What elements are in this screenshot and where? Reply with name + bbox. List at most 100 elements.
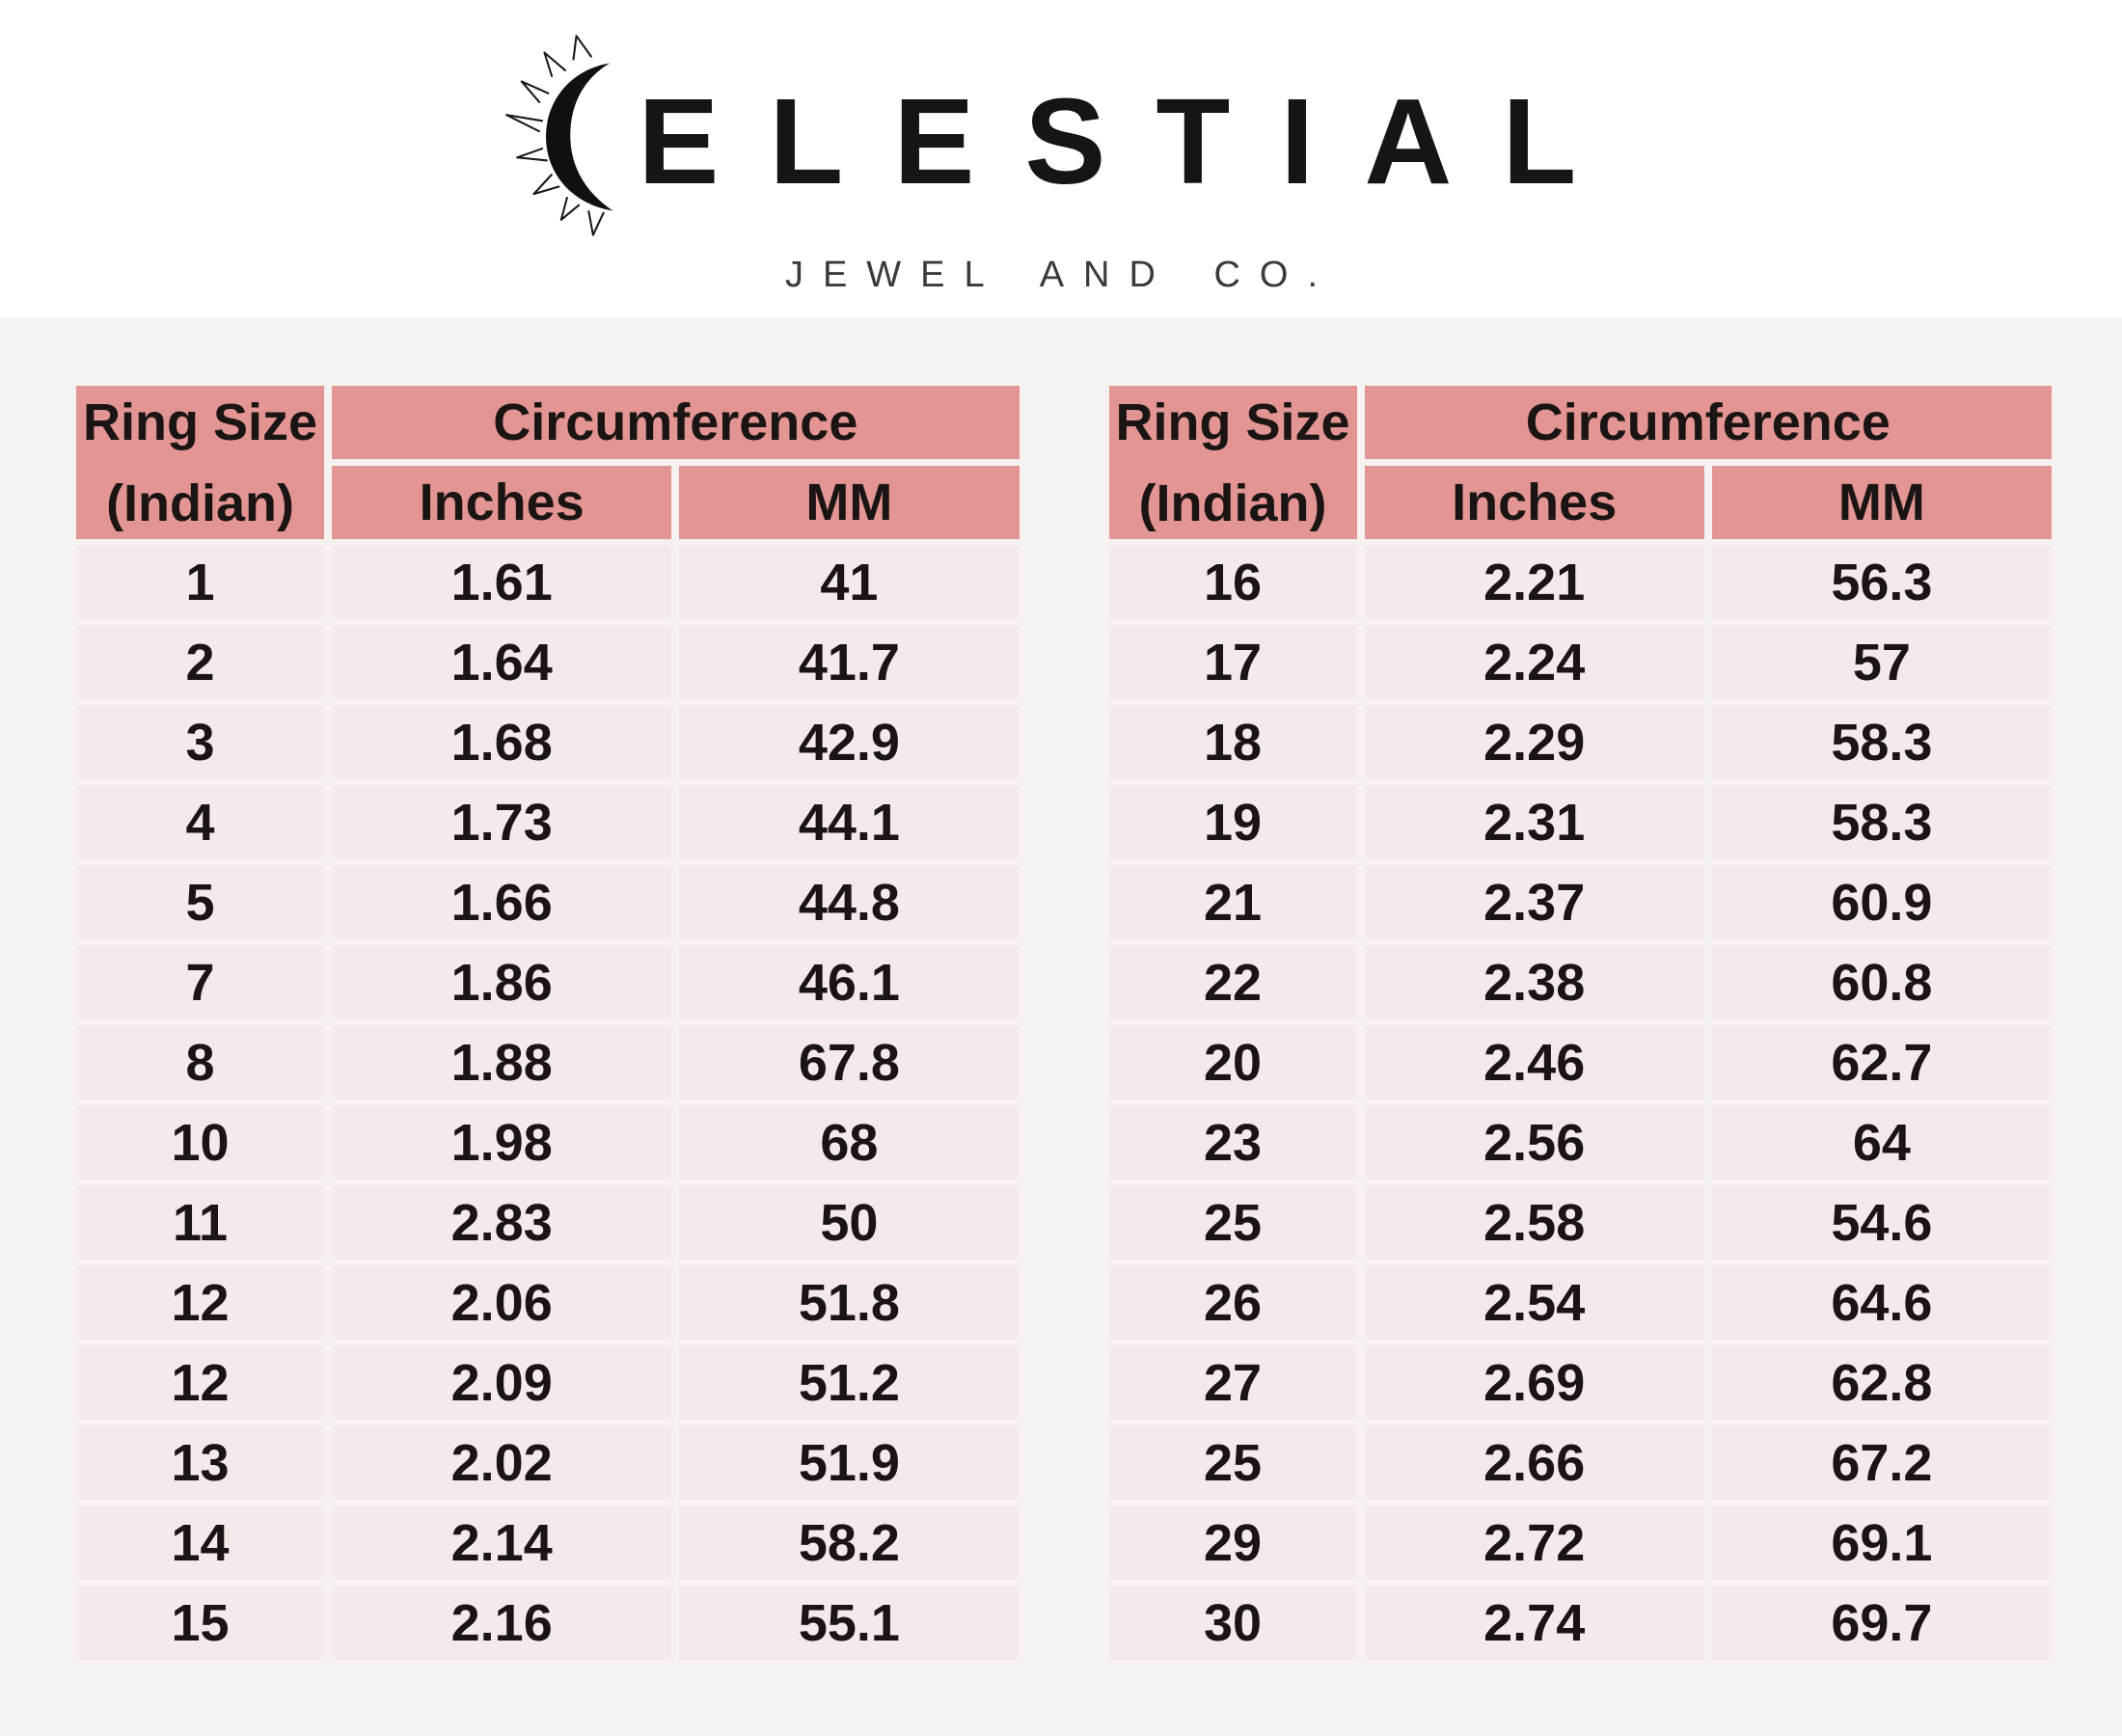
inches-cell: 2.24 bbox=[1364, 626, 1704, 699]
ring-size-cell: 30 bbox=[1108, 1587, 1357, 1660]
header-ring-size-line2: (Indian) bbox=[106, 474, 295, 532]
mm-cell: 55.1 bbox=[679, 1587, 1020, 1660]
table-row: 18 2.29 58.3 bbox=[1108, 706, 2052, 779]
mm-cell: 62.8 bbox=[1711, 1346, 2052, 1420]
inches-cell: 2.66 bbox=[1364, 1426, 1704, 1500]
ring-size-table-right: Ring Size (Indian) Circumference Inches … bbox=[1108, 386, 2052, 1660]
inches-cell: 2.31 bbox=[1364, 786, 1704, 859]
ring-size-cell: 12 bbox=[76, 1346, 325, 1420]
header-ring-size: Ring Size (Indian) bbox=[1108, 386, 1357, 539]
table-row: 27 2.69 62.8 bbox=[1108, 1346, 2052, 1420]
inches-cell: 1.73 bbox=[332, 786, 672, 859]
inches-cell: 2.37 bbox=[1364, 866, 1704, 939]
ring-size-cell: 27 bbox=[1108, 1346, 1357, 1420]
header-circumference: Circumference bbox=[1364, 386, 2052, 459]
mm-cell: 68 bbox=[679, 1106, 1020, 1180]
table-row: 7 1.86 46.1 bbox=[76, 946, 1020, 1019]
mm-cell: 44.1 bbox=[679, 786, 1020, 859]
table-row: 15 2.16 55.1 bbox=[76, 1587, 1020, 1660]
ring-size-cell: 21 bbox=[1108, 866, 1357, 939]
table-body: 16 2.21 56.3 17 2.24 57 18 2.29 58.3 19 2.31 58.3 21… bbox=[1108, 546, 2052, 1660]
inches-cell: 2.09 bbox=[332, 1346, 672, 1420]
ring-size-cell: 17 bbox=[1108, 626, 1357, 699]
mm-cell: 46.1 bbox=[679, 946, 1020, 1019]
header-ring-size-line2: (Indian) bbox=[1138, 474, 1327, 532]
table-row: 5 1.66 44.8 bbox=[76, 866, 1020, 939]
inches-cell: 1.66 bbox=[332, 866, 672, 939]
mm-cell: 67.2 bbox=[1711, 1426, 2052, 1500]
table-row: 4 1.73 44.1 bbox=[76, 786, 1020, 859]
mm-cell: 69.7 bbox=[1711, 1587, 2052, 1660]
ring-size-cell: 19 bbox=[1108, 786, 1357, 859]
table-row: 23 2.56 64 bbox=[1108, 1106, 2052, 1180]
table-row: 19 2.31 58.3 bbox=[1108, 786, 2052, 859]
inches-cell: 2.02 bbox=[332, 1426, 672, 1500]
ring-size-cell: 20 bbox=[1108, 1026, 1357, 1099]
inches-cell: 1.98 bbox=[332, 1106, 672, 1180]
inches-cell: 2.14 bbox=[332, 1506, 672, 1580]
table-row: 20 2.46 62.7 bbox=[1108, 1026, 2052, 1099]
mm-cell: 44.8 bbox=[679, 866, 1020, 939]
table-row: 10 1.98 68 bbox=[76, 1106, 1020, 1180]
table-header: Ring Size (Indian) Circumference Inches … bbox=[76, 386, 1020, 539]
ring-size-cell: 16 bbox=[1108, 546, 1357, 619]
mm-cell: 41 bbox=[679, 546, 1020, 619]
inches-cell: 2.56 bbox=[1364, 1106, 1704, 1180]
header-inches: Inches bbox=[332, 466, 672, 539]
table-row: 16 2.21 56.3 bbox=[1108, 546, 2052, 619]
mm-cell: 64.6 bbox=[1711, 1266, 2052, 1340]
ring-size-cell: 13 bbox=[76, 1426, 325, 1500]
header-ring-size-line1: Ring Size bbox=[1115, 393, 1350, 451]
inches-cell: 2.72 bbox=[1364, 1506, 1704, 1580]
table-row: 14 2.14 58.2 bbox=[76, 1506, 1020, 1580]
brand-subtitle: JEWEL AND CO. bbox=[784, 255, 1338, 295]
ring-size-cell: 18 bbox=[1108, 706, 1357, 779]
ring-size-cell: 25 bbox=[1108, 1186, 1357, 1260]
inches-cell: 2.06 bbox=[332, 1266, 672, 1340]
ring-size-table-left: Ring Size (Indian) Circumference Inches … bbox=[76, 386, 1020, 1660]
ring-size-cell: 2 bbox=[76, 626, 325, 699]
table-row: 1 1.61 41 bbox=[76, 546, 1020, 619]
mm-cell: 50 bbox=[679, 1186, 1020, 1260]
table-row: 29 2.72 69.1 bbox=[1108, 1506, 2052, 1580]
ring-size-cell: 23 bbox=[1108, 1106, 1357, 1180]
inches-cell: 2.21 bbox=[1364, 546, 1704, 619]
inches-cell: 2.58 bbox=[1364, 1186, 1704, 1260]
mm-cell: 58.3 bbox=[1711, 786, 2052, 859]
brand-header: ELESTIAL JEWEL AND CO. bbox=[0, 0, 2122, 318]
mm-cell: 51.9 bbox=[679, 1426, 1020, 1500]
mm-cell: 41.7 bbox=[679, 626, 1020, 699]
brand-logo: ELESTIAL bbox=[496, 33, 1627, 241]
table-row: 25 2.66 67.2 bbox=[1108, 1426, 2052, 1500]
ring-size-cell: 12 bbox=[76, 1266, 325, 1340]
table-header: Ring Size (Indian) Circumference Inches … bbox=[1108, 386, 2052, 539]
table-body: 1 1.61 41 2 1.64 41.7 3 1.68 42.9 4 1.73 44.1 5 1.66 4… bbox=[76, 546, 1020, 1660]
table-row: 12 2.09 51.2 bbox=[76, 1346, 1020, 1420]
ring-size-cell: 5 bbox=[76, 866, 325, 939]
page: ELESTIAL JEWEL AND CO. Ring Size (Indian… bbox=[0, 0, 2122, 1660]
inches-cell: 2.83 bbox=[332, 1186, 672, 1260]
table-row: 26 2.54 64.6 bbox=[1108, 1266, 2052, 1340]
inches-cell: 2.74 bbox=[1364, 1587, 1704, 1660]
inches-cell: 2.29 bbox=[1364, 706, 1704, 779]
sun-crescent-icon bbox=[504, 35, 613, 236]
ring-size-cell: 7 bbox=[76, 946, 325, 1019]
ring-size-cell: 14 bbox=[76, 1506, 325, 1580]
table-row: 30 2.74 69.7 bbox=[1108, 1587, 2052, 1660]
ring-size-cell: 8 bbox=[76, 1026, 325, 1099]
mm-cell: 54.6 bbox=[1711, 1186, 2052, 1260]
ring-size-cell: 26 bbox=[1108, 1266, 1357, 1340]
mm-cell: 58.3 bbox=[1711, 706, 2052, 779]
header-ring-size: Ring Size (Indian) bbox=[76, 386, 325, 539]
header-circumference: Circumference bbox=[332, 386, 1020, 459]
table-row: 12 2.06 51.8 bbox=[76, 1266, 1020, 1340]
mm-cell: 60.8 bbox=[1711, 946, 2052, 1019]
ring-size-cell: 22 bbox=[1108, 946, 1357, 1019]
table-row: 21 2.37 60.9 bbox=[1108, 866, 2052, 939]
mm-cell: 64 bbox=[1711, 1106, 2052, 1180]
table-row: 3 1.68 42.9 bbox=[76, 706, 1020, 779]
header-mm: MM bbox=[1711, 466, 2052, 539]
mm-cell: 58.2 bbox=[679, 1506, 1020, 1580]
mm-cell: 51.8 bbox=[679, 1266, 1020, 1340]
inches-cell: 1.68 bbox=[332, 706, 672, 779]
